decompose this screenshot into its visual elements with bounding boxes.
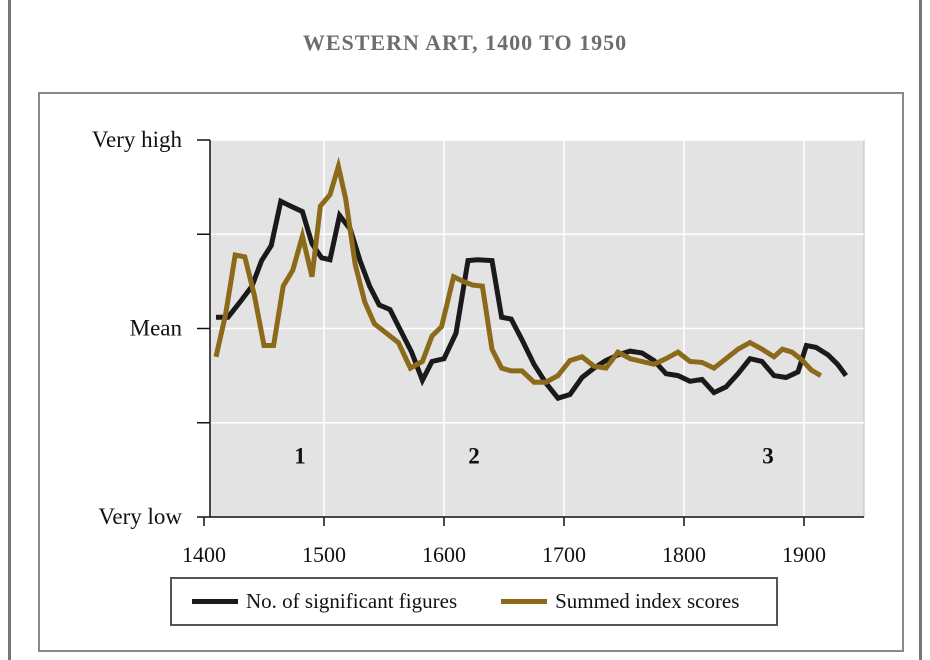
series-line-index-scores xyxy=(213,156,823,385)
legend-item-index-scores: Summed index scores xyxy=(501,589,739,614)
x-tick-label-1800: 1800 xyxy=(662,542,706,567)
period-label-2: 2 xyxy=(468,444,480,469)
legend-label-figures: No. of significant figures xyxy=(246,589,458,613)
legend-swatch-index-scores xyxy=(501,599,548,604)
x-tick-label-1400: 1400 xyxy=(182,542,226,567)
x-tick-label-1900: 1900 xyxy=(782,542,826,567)
chart-panel xyxy=(38,92,904,652)
legend-item-figures: No. of significant figures xyxy=(192,589,457,614)
legend-label-index-scores: Summed index scores xyxy=(555,589,740,613)
figure-frame xyxy=(8,0,922,660)
x-tick-label-1500: 1500 xyxy=(302,542,346,567)
period-label-3: 3 xyxy=(762,444,774,469)
legend-swatch-figures xyxy=(192,599,238,604)
x-tick-label-1700: 1700 xyxy=(542,542,586,567)
y-tick-label: Very low xyxy=(98,504,182,529)
y-tick-label: Very high xyxy=(92,127,183,152)
legend: No. of significant figures Summed index … xyxy=(170,577,778,626)
x-tick-label-1600: 1600 xyxy=(422,542,466,567)
period-label-1: 1 xyxy=(294,444,306,469)
y-tick-label: Mean xyxy=(130,316,183,341)
chart-title: WESTERN ART, 1400 TO 1950 xyxy=(302,30,628,55)
